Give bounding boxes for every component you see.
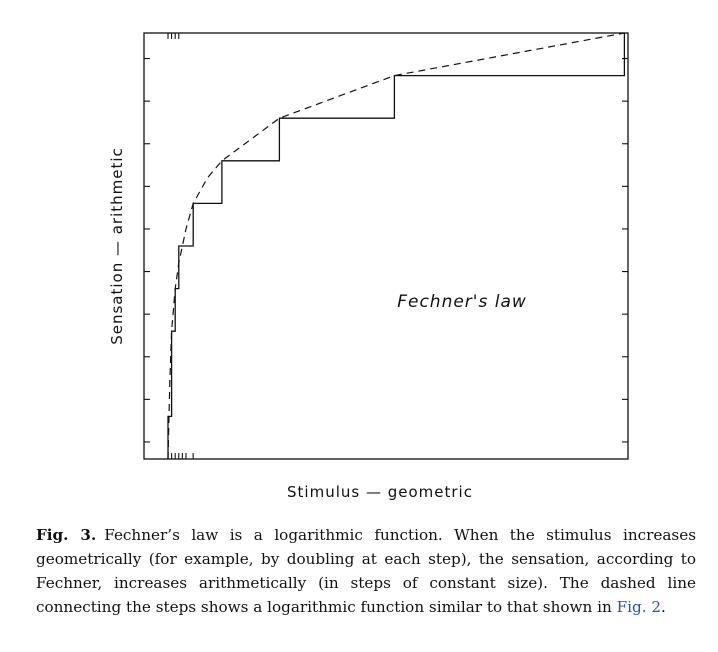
tick-marks	[144, 33, 628, 459]
chart-figure: Fechner's law Stimulus — geometric Sensa…	[108, 32, 629, 501]
chart-annotation: Fechner's law	[397, 292, 527, 312]
caption-end: .	[661, 598, 666, 616]
caption-text: Fechner’s law is a logarithmic function.…	[36, 526, 696, 616]
y-axis-label: Sensation — arithmetic	[108, 147, 126, 345]
plot-frame	[143, 32, 629, 460]
x-axis-label: Stimulus — geometric	[287, 483, 473, 501]
figure-caption: Fig. 3. Fechner’s law is a logarithmic fu…	[36, 523, 696, 619]
step-series-line	[167, 33, 626, 459]
fig-2-link[interactable]: Fig. 2	[616, 598, 662, 616]
caption-figure-number: Fig. 3.	[36, 526, 97, 544]
dashed-log-curve	[167, 32, 625, 460]
chart-svg: Fechner's law Stimulus — geometric Sensa…	[108, 32, 629, 501]
